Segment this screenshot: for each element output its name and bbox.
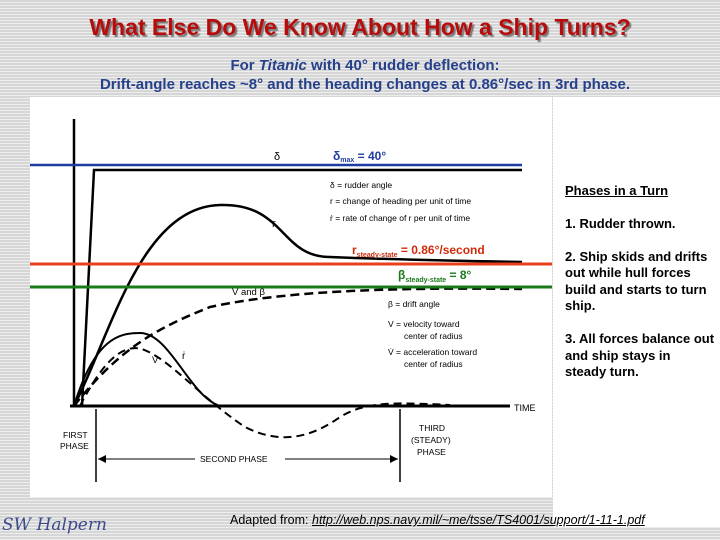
source-credit: Adapted from: http://web.nps.navy.mil/~m… (230, 513, 645, 527)
beta-ss-value: = 8° (446, 268, 471, 282)
r-steady-state-label: rsteady-state = 0.86°/second (352, 243, 485, 259)
second-phase-arrowhead-left (98, 455, 106, 463)
legend-beta: β = drift angle (388, 299, 440, 309)
r-ss-value: = 0.86°/second (398, 243, 485, 257)
curve-label-delta: δ (274, 151, 280, 163)
beta-ss-symbol: β (398, 268, 405, 282)
legend-v-line1: V = velocity toward (388, 319, 460, 329)
subtitle-suffix: with 40° rudder deflection: (306, 57, 500, 74)
third-phase-label-3: PHASE (417, 447, 446, 457)
delta-max-sub: max (340, 157, 354, 164)
legend-r: r = change of heading per unit of time (330, 196, 471, 206)
curve-label-v-beta: V and β (232, 287, 265, 298)
turn-diagram-figure: δmax = 40° rsteady-state = 0.86°/second … (30, 97, 552, 497)
beta-ss-sub: steady-state (405, 277, 446, 284)
legend-vdot-line2: center of radius (404, 359, 463, 369)
velocity-curve (73, 331, 221, 407)
credit-prefix: Adapted from: (230, 513, 312, 527)
phases-text: Phases in a Turn 1. Rudder thrown. 2. Sh… (565, 183, 715, 397)
phase-item-3: 3. All forces balance out and ship stays… (565, 331, 715, 379)
delta-max-symbol: δ (333, 149, 340, 163)
first-phase-label-2: PHASE (60, 441, 89, 451)
phases-heading: Phases in a Turn (565, 183, 669, 198)
source-link[interactable]: http://web.nps.navy.mil/~me/tsse/TS4001/… (312, 513, 645, 527)
subtitle-ship-name: Titanic (258, 57, 307, 74)
author-signature: SW Halpern (2, 515, 107, 535)
delta-max-label: δmax = 40° (333, 149, 386, 164)
turn-diagram: δmax = 40° rsteady-state = 0.86°/second … (30, 119, 552, 482)
curve-label-v: V (152, 355, 159, 366)
heading-acceleration-curve (79, 347, 451, 439)
phase-item-1: 1. Rudder thrown. (565, 215, 676, 231)
curve-label-r: r (272, 218, 276, 230)
curve-label-rdot: ṙ (182, 351, 186, 362)
time-axis-label: TIME (514, 403, 536, 413)
third-phase-label-2: (STEADY) (411, 435, 451, 445)
r-ss-symbol: r (352, 243, 357, 257)
legend-delta: δ = rudder angle (330, 180, 392, 190)
heading-rate-curve (72, 203, 523, 407)
beta-steady-state-label: βsteady-state = 8° (398, 268, 472, 284)
phases-panel (553, 97, 720, 527)
delta-max-value: = 40° (354, 149, 386, 163)
legend-rdot: ṙ = rate of change of r per unit of time (330, 213, 470, 223)
subtitle-line-2: Drift-angle reaches ~8° and the heading … (99, 76, 631, 93)
subtitle-prefix: For (230, 57, 259, 74)
phase-item-2: 2. Ship skids and drifts out while hull … (565, 248, 708, 314)
legend-vdot-line1: V̇ = acceleration toward (388, 347, 477, 357)
third-phase-label-1: THIRD (419, 423, 445, 433)
second-phase-label: SECOND PHASE (200, 454, 268, 464)
velocity-drift-curve (73, 287, 523, 407)
slide-title: What Else Do We Know About How a Ship Tu… (89, 14, 631, 40)
first-phase-label-1: FIRST (63, 430, 88, 440)
second-phase-arrowhead-right (390, 455, 398, 463)
legend-v-line2: center of radius (404, 331, 463, 341)
r-ss-sub: steady-state (357, 252, 398, 259)
subtitle-line-1: For Titanic with 40° rudder deflection: (0, 57, 720, 74)
